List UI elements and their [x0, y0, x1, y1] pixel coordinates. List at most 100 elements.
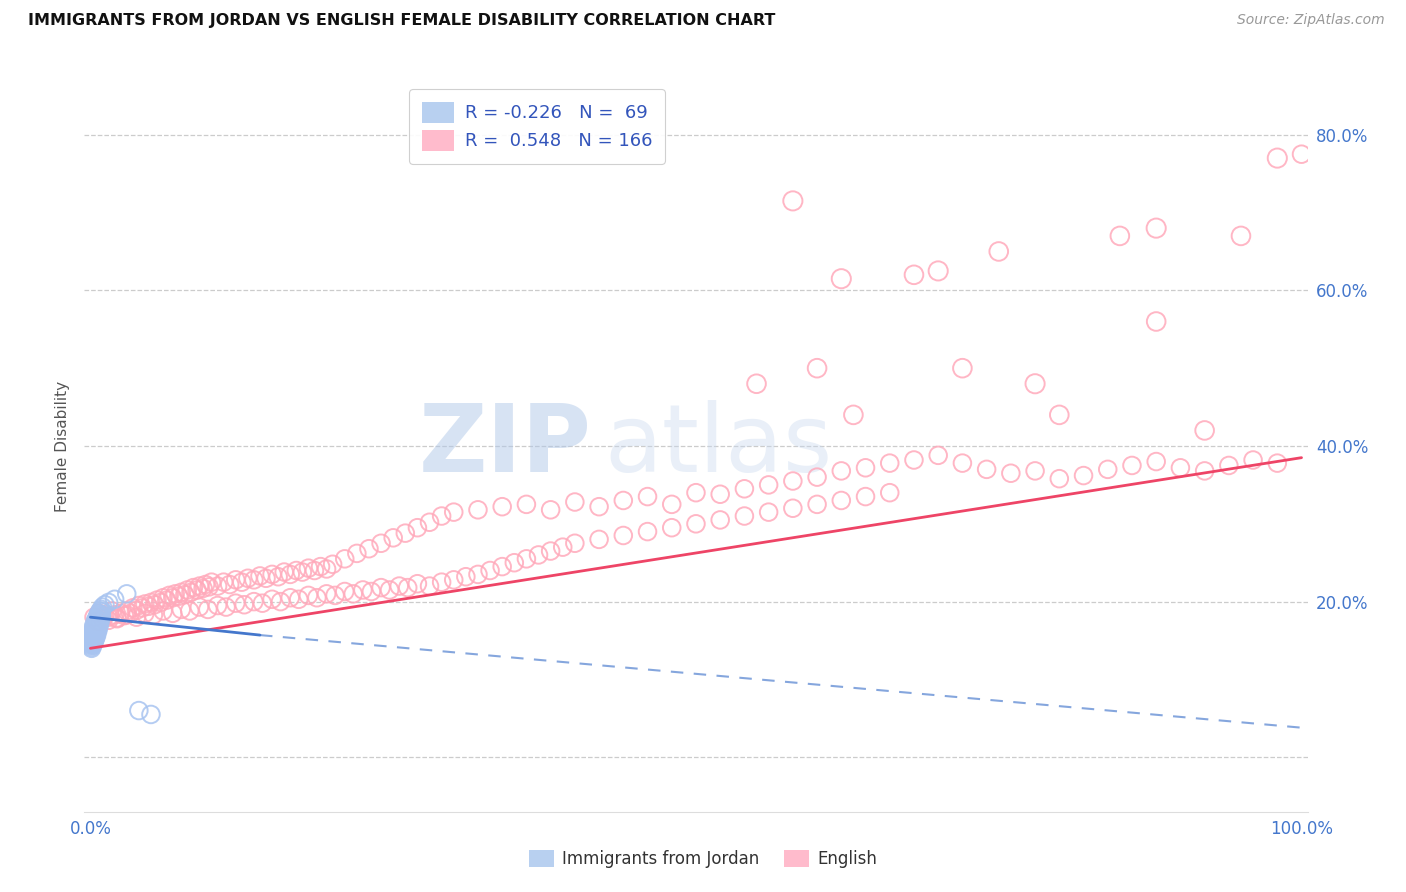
Point: [128, 599, 150, 613]
Point: [540, 544, 562, 558]
Point: [87, 619, 110, 633]
Point: [758, 505, 780, 519]
Point: [90, 602, 112, 616]
Point: [315, 562, 337, 576]
Point: [418, 515, 440, 529]
Point: [830, 271, 852, 285]
Point: [297, 561, 319, 575]
Point: [903, 268, 925, 282]
Y-axis label: Female Disability: Female Disability: [55, 380, 70, 512]
Point: [84, 632, 107, 646]
Point: [82, 627, 104, 641]
Point: [207, 579, 229, 593]
Point: [252, 596, 274, 610]
Point: [138, 599, 160, 614]
Point: [291, 565, 314, 579]
Point: [249, 569, 271, 583]
Point: [83, 632, 105, 646]
Point: [90, 605, 112, 619]
Point: [315, 587, 337, 601]
Point: [491, 559, 513, 574]
Point: [305, 591, 328, 605]
Point: [86, 613, 108, 627]
Point: [262, 567, 284, 582]
Point: [186, 582, 208, 597]
Point: [879, 456, 901, 470]
Point: [82, 622, 104, 636]
Point: [352, 582, 374, 597]
Point: [84, 624, 107, 639]
Point: [188, 600, 211, 615]
Point: [84, 631, 107, 645]
Point: [661, 497, 683, 511]
Point: [745, 376, 768, 391]
Point: [370, 581, 392, 595]
Point: [842, 408, 865, 422]
Point: [87, 618, 110, 632]
Point: [1265, 151, 1288, 165]
Point: [121, 600, 143, 615]
Point: [1121, 458, 1143, 473]
Point: [806, 497, 828, 511]
Point: [86, 621, 108, 635]
Point: [733, 482, 755, 496]
Text: ZIP: ZIP: [419, 400, 592, 492]
Point: [225, 573, 247, 587]
Point: [806, 361, 828, 376]
Point: [80, 640, 103, 654]
Point: [782, 501, 804, 516]
Point: [278, 591, 301, 605]
Point: [1047, 472, 1070, 486]
Point: [83, 610, 105, 624]
Point: [87, 610, 110, 624]
Point: [173, 588, 195, 602]
Point: [903, 453, 925, 467]
Point: [333, 584, 356, 599]
Point: [342, 587, 364, 601]
Point: [198, 580, 221, 594]
Point: [1144, 454, 1167, 468]
Point: [152, 604, 174, 618]
Point: [782, 194, 804, 208]
Point: [86, 618, 108, 632]
Point: [152, 591, 174, 605]
Point: [612, 493, 634, 508]
Point: [491, 500, 513, 514]
Legend: R = -0.226   N =  69, R =  0.548   N = 166: R = -0.226 N = 69, R = 0.548 N = 166: [409, 89, 665, 163]
Point: [86, 608, 108, 623]
Point: [139, 707, 162, 722]
Point: [180, 585, 202, 599]
Point: [86, 614, 108, 628]
Point: [1170, 460, 1192, 475]
Point: [125, 610, 148, 624]
Point: [564, 536, 586, 550]
Point: [806, 470, 828, 484]
Point: [218, 577, 240, 591]
Point: [236, 571, 259, 585]
Point: [91, 612, 114, 626]
Point: [396, 581, 419, 595]
Point: [83, 627, 105, 641]
Point: [323, 588, 346, 602]
Point: [170, 602, 193, 616]
Point: [89, 607, 111, 621]
Point: [758, 478, 780, 492]
Point: [1230, 228, 1253, 243]
Point: [479, 564, 502, 578]
Point: [105, 611, 128, 625]
Point: [94, 598, 117, 612]
Point: [515, 497, 537, 511]
Point: [322, 558, 344, 572]
Point: [89, 613, 111, 627]
Point: [83, 629, 105, 643]
Point: [83, 631, 105, 645]
Point: [278, 567, 301, 582]
Point: [83, 635, 105, 649]
Legend: Immigrants from Jordan, English: Immigrants from Jordan, English: [522, 843, 884, 875]
Point: [382, 531, 405, 545]
Point: [267, 570, 290, 584]
Point: [1073, 468, 1095, 483]
Point: [86, 625, 108, 640]
Point: [1194, 424, 1216, 438]
Point: [551, 540, 574, 554]
